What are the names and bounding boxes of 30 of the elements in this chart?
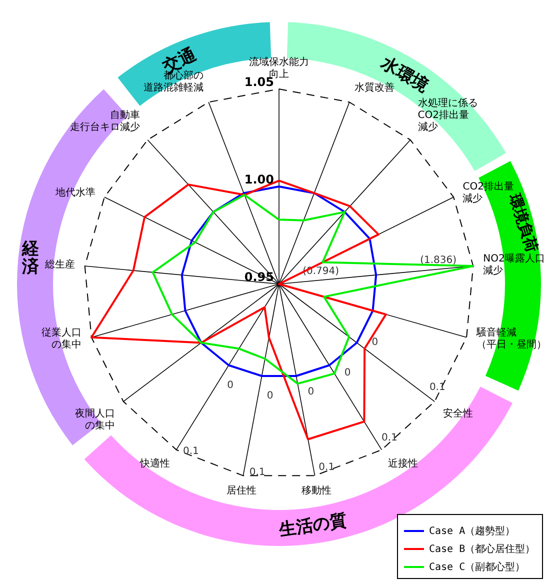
spoke-label: 居住性 — [226, 484, 257, 497]
spoke-label: 地代水準 — [54, 186, 96, 199]
text: 0.1 — [429, 382, 446, 394]
spoke-label: 快適性 — [139, 458, 170, 470]
spoke-label: 水質改善 — [354, 82, 394, 94]
text: 生活の質 — [276, 510, 348, 540]
text: 0 — [227, 380, 234, 391]
spoke-label: 従業人口の集中 — [42, 326, 82, 351]
text: 環境負荷 — [505, 190, 542, 254]
text: 0.1 — [382, 432, 398, 444]
text: 0.1 — [183, 446, 199, 458]
spoke-label: 近接性 — [388, 458, 418, 470]
y-tick-label: 1.00 — [244, 172, 274, 186]
text: 0 — [266, 390, 274, 402]
spoke-label: 総生産 — [44, 258, 75, 270]
text: 0 — [372, 336, 378, 348]
spoke-label: 水処理に係るCO2排出量減少 — [418, 96, 478, 133]
legend-label: Case B（都心居住型） — [429, 543, 536, 555]
spoke-label: 移動性 — [301, 484, 332, 497]
text: 0 — [344, 368, 351, 379]
text: 0 — [308, 386, 314, 398]
spoke-label: 夜間人口の集中 — [75, 407, 116, 432]
spoke-label: 安全性 — [442, 407, 473, 420]
legend-label: Case C（副都心型） — [429, 561, 526, 573]
text: 経済 — [20, 238, 40, 277]
legend-label: Case A（趨勢型） — [429, 525, 516, 537]
spoke-label: 自動車走行台キロ減少 — [70, 108, 140, 133]
text: (1.836) — [420, 255, 457, 266]
text: 0.1 — [318, 462, 335, 473]
text: 0.1 — [249, 466, 266, 478]
